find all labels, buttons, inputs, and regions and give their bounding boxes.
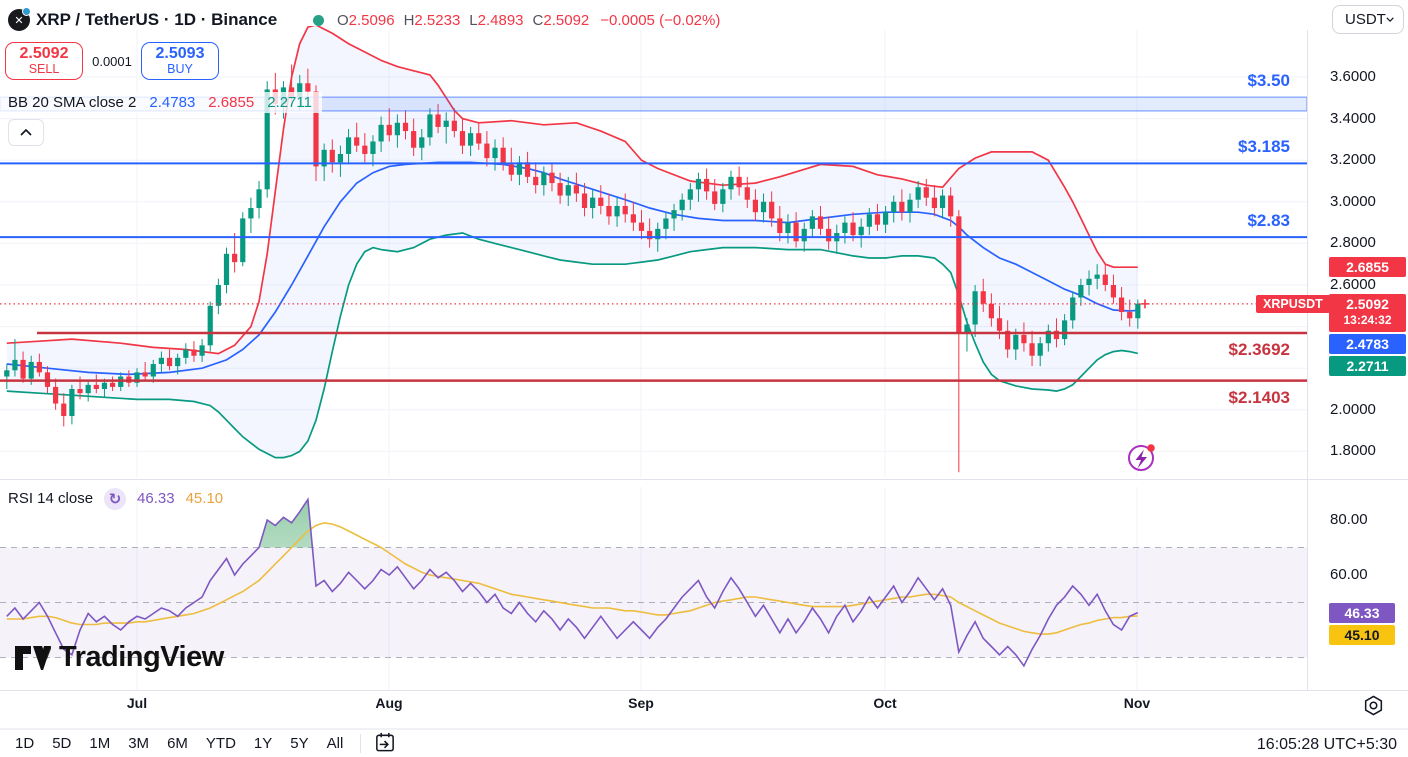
- price-scale-tick: 3.4000: [1330, 109, 1376, 127]
- symbol-price-marker: XRPUSDT: [1256, 295, 1330, 313]
- time-axis-month[interactable]: Nov: [1123, 695, 1151, 711]
- calendar-go-to-date-icon: [376, 732, 395, 751]
- time-axis-month[interactable]: Jul: [126, 695, 148, 711]
- range-buttons: 1D 5D 1M 3M 6M YTD 1Y 5Y All: [6, 731, 352, 756]
- buy-price: 2.5093: [155, 45, 205, 63]
- range-5y[interactable]: 5Y: [281, 731, 317, 756]
- refresh-icon[interactable]: ↻: [104, 487, 127, 510]
- ohlc-h: H2.5233: [403, 11, 461, 29]
- tradingview-logo-icon: [15, 645, 51, 670]
- rsi-value: 46.33: [137, 490, 175, 507]
- buy-label: BUY: [167, 61, 193, 76]
- range-1y[interactable]: 1Y: [245, 731, 281, 756]
- bb-value-1: 2.6855: [208, 94, 255, 111]
- tradingview-watermark: TradingView: [14, 641, 224, 674]
- rsi-ma-value: 45.10: [185, 490, 224, 507]
- ohlc-values: O2.5096 H2.5233 L2.4893 C2.5092 −0.0005 (−0.…: [337, 0, 720, 40]
- gear-icon: [1364, 695, 1382, 715]
- price-level-label: $2.83: [1247, 211, 1290, 231]
- range-ytd[interactable]: YTD: [197, 731, 245, 756]
- price-badge: 2.5092 13:24:32: [1329, 293, 1406, 332]
- bb-legend-values: 2.4783 2.6855 2.2711: [149, 94, 312, 111]
- price-change: −0.0005 (−0.02%): [600, 11, 721, 29]
- sell-price: 2.5092: [19, 45, 69, 63]
- price-badge: 2.2711: [1329, 355, 1406, 376]
- price-level-label: $2.1403: [1228, 387, 1290, 407]
- currency-dropdown[interactable]: USDT: [1332, 5, 1404, 34]
- rsi-badge: 45.10: [1329, 624, 1395, 645]
- currency-dropdown-label: USDT: [1345, 11, 1386, 28]
- time-axis-month[interactable]: Oct: [873, 695, 897, 711]
- price-scale-tick: 3.0000: [1330, 192, 1376, 210]
- chevron-up-icon: [20, 129, 32, 136]
- price-scale-tick: 2.0000: [1330, 400, 1376, 418]
- range-1m[interactable]: 1M: [80, 731, 119, 756]
- ohlc-l: L2.4893: [469, 11, 524, 29]
- go-to-date-button[interactable]: [369, 729, 401, 757]
- flash-boost-icon: [1128, 444, 1155, 471]
- collapse-legend-button[interactable]: [8, 119, 44, 146]
- range-all[interactable]: All: [318, 731, 353, 756]
- bb-indicator-legend[interactable]: BB 20 SMA close 2 2.4783 2.6855 2.2711: [0, 92, 322, 113]
- price-level-label: $3.50: [1247, 71, 1290, 91]
- trade-panel: 2.5092 SELL 0.0001 2.5093 BUY: [5, 42, 219, 80]
- sell-button[interactable]: 2.5092 SELL: [5, 42, 83, 80]
- bb-legend-title: BB 20 SMA close 2: [8, 94, 137, 111]
- price-badge: 2.4783: [1329, 333, 1406, 354]
- spread-value: 0.0001: [92, 53, 132, 69]
- market-status-dot-icon[interactable]: [313, 15, 324, 26]
- symbol-title[interactable]: XRP / TetherUS · 1D · Binance: [36, 10, 278, 29]
- rsi-scale-tick: 80.00: [1330, 511, 1368, 528]
- range-5d[interactable]: 5D: [43, 731, 80, 756]
- watermark-text: TradingView: [59, 641, 224, 673]
- bb-value-0: 2.4783: [149, 94, 196, 111]
- price-scale-tick: 2.8000: [1330, 234, 1376, 252]
- xrp-x-glyph: ✕: [14, 14, 24, 27]
- rsi-scale-tick: 60.00: [1330, 566, 1368, 583]
- chart-header: ✕ XRP / TetherUS · 1D · Binance O2.5096 H…: [0, 0, 1320, 40]
- xrp-logo-icon: ✕: [8, 7, 31, 31]
- price-level-label: $2.3692: [1228, 340, 1290, 359]
- timeframe-toolbar: 1D 5D 1M 3M 6M YTD 1Y 5Y All: [6, 730, 401, 757]
- buy-button[interactable]: 2.5093 BUY: [141, 42, 219, 80]
- settings-button[interactable]: [1356, 692, 1390, 718]
- toolbar-divider: [360, 734, 362, 753]
- price-badge: 2.6855: [1329, 257, 1406, 278]
- range-6m[interactable]: 6M: [158, 731, 197, 756]
- rsi-indicator-legend[interactable]: RSI 14 close ↻ 46.33 45.10: [8, 487, 223, 510]
- bb-value-2: 2.2711: [267, 94, 312, 111]
- range-3m[interactable]: 3M: [119, 731, 158, 756]
- ohlc-c: C2.5092: [532, 11, 590, 29]
- ohlc-o: O2.5096: [337, 11, 395, 29]
- price-scale-tick: 2.6000: [1330, 276, 1376, 293]
- session-clock[interactable]: 16:05:28 UTC+5:30: [1256, 736, 1397, 753]
- price-scale-tick: 3.6000: [1330, 68, 1376, 85]
- rsi-legend-title: RSI 14 close: [8, 490, 94, 507]
- price-scale-tick: 1.8000: [1330, 442, 1376, 460]
- range-1d[interactable]: 1D: [6, 731, 43, 756]
- time-axis-month[interactable]: Sep: [628, 695, 654, 711]
- sell-label: SELL: [28, 61, 60, 76]
- rsi-badge: 46.33: [1329, 602, 1395, 623]
- time-axis-month[interactable]: Aug: [375, 695, 403, 711]
- price-scale-tick: 3.2000: [1330, 151, 1376, 169]
- chevron-down-icon: [1386, 17, 1394, 22]
- price-level-label: $3.185: [1238, 137, 1290, 157]
